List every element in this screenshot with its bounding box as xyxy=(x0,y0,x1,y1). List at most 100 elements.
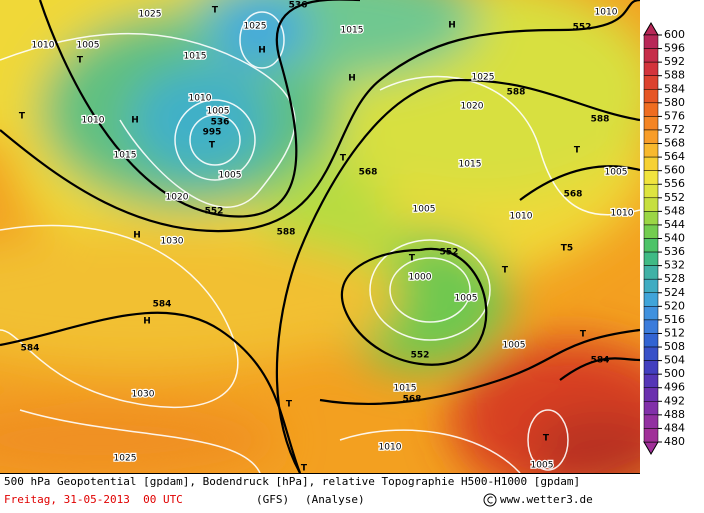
colorbar-segment xyxy=(643,306,659,321)
copyright-icon xyxy=(483,493,497,507)
colorbar-segment xyxy=(643,61,659,76)
pressure-center: T xyxy=(502,266,509,276)
colorbar-segment xyxy=(643,211,659,226)
geopotential-label: 552 xyxy=(440,248,459,258)
isobar-label: 1010 xyxy=(611,209,634,219)
pressure-center: H xyxy=(133,231,141,241)
geopotential-label: 552 xyxy=(573,23,592,33)
colorbar-segment xyxy=(643,414,659,429)
colorbar: 6005965925885845805765725685645605565525… xyxy=(643,22,685,455)
colorbar-label: 584 xyxy=(664,82,685,95)
isobar-label: 1020 xyxy=(166,193,189,203)
isobar-label: 1010 xyxy=(189,94,212,104)
pressure-center: T xyxy=(212,6,219,16)
geopotential-label: 568 xyxy=(403,395,422,405)
isobar-label: 1025 xyxy=(472,73,495,83)
geopotential-label: 584 xyxy=(591,356,610,366)
geopotential-label: 536 xyxy=(289,1,308,11)
colorbar-segment xyxy=(643,360,659,375)
colorbar-label: 544 xyxy=(664,218,685,231)
isobar-label: 1005 xyxy=(503,341,526,351)
colorbar-segment xyxy=(643,75,659,90)
colorbar-segment xyxy=(643,428,659,443)
geopotential-label: 584 xyxy=(153,300,172,310)
colorbar-segment xyxy=(643,373,659,388)
isobar-label: 1025 xyxy=(244,22,267,32)
pressure-center: T xyxy=(340,154,347,164)
isobar-label: 1010 xyxy=(510,212,533,222)
footer-date: Freitag, 31-05-2013 00 UTC xyxy=(4,493,183,506)
colorbar-segment xyxy=(643,197,659,212)
pressure-center: H xyxy=(131,116,139,126)
colorbar-label: 516 xyxy=(664,313,685,326)
colorbar-segment xyxy=(643,292,659,307)
isobar-label: 1020 xyxy=(461,102,484,112)
colorbar-label: 556 xyxy=(664,177,685,190)
isobar-label: 1000 xyxy=(409,273,432,283)
geopotential-label: 552 xyxy=(411,351,430,361)
colorbar-label: 528 xyxy=(664,272,685,285)
colorbar-label: 564 xyxy=(664,150,685,163)
colorbar-segment xyxy=(643,238,659,253)
isobar-label: 1015 xyxy=(394,384,417,394)
geopotential-label: 588 xyxy=(277,228,296,238)
colorbar-segment xyxy=(643,224,659,239)
colorbar-top-arrow xyxy=(643,22,659,36)
colorbar-segment xyxy=(643,116,659,131)
isobar-label: 1015 xyxy=(184,52,207,62)
colorbar-label: 496 xyxy=(664,381,685,394)
isobar-label: 1005 xyxy=(77,41,100,51)
colorbar-segment xyxy=(643,251,659,266)
colorbar-segment xyxy=(643,48,659,63)
pressure-center: T xyxy=(209,141,216,151)
pressure-center: T xyxy=(19,112,26,122)
footer-description: 500 hPa Geopotential [gpdam], Bodendruck… xyxy=(4,475,580,488)
colorbar-label: 600 xyxy=(664,28,685,41)
isobar-label: 1010 xyxy=(379,443,402,453)
isobar-label: 1005 xyxy=(207,107,230,117)
isobar-label: 1015 xyxy=(459,160,482,170)
pressure-center: H xyxy=(448,21,456,31)
colorbar-label: 592 xyxy=(664,55,685,68)
colorbar-label: 568 xyxy=(664,137,685,150)
colorbar-segment xyxy=(643,183,659,199)
geopotential-label: 584 xyxy=(21,344,40,354)
geopotential-label: 568 xyxy=(359,168,378,178)
colorbar-label: 580 xyxy=(664,96,685,109)
geopotential-label: 995 xyxy=(203,128,222,138)
colorbar-label: 588 xyxy=(664,69,685,82)
pressure-center: T5 xyxy=(561,244,573,254)
pressure-center: T xyxy=(574,146,581,156)
footer-source: www.wetter3.de xyxy=(500,493,593,506)
colorbar-label: 532 xyxy=(664,259,685,272)
colorbar-label: 492 xyxy=(664,394,685,407)
colorbar-label: 572 xyxy=(664,123,685,136)
geopotential-label: 588 xyxy=(507,88,526,98)
isobar-label: 1010 xyxy=(82,116,105,126)
pressure-center: T xyxy=(580,330,587,340)
colorbar-label: 548 xyxy=(664,204,685,217)
colorbar-label: 596 xyxy=(664,42,685,55)
pressure-center: H xyxy=(143,317,151,327)
pressure-center: T xyxy=(409,254,416,264)
colorbar-label: 508 xyxy=(664,340,685,353)
colorbar-label: 576 xyxy=(664,109,685,122)
pressure-center: T xyxy=(543,434,550,444)
isobar-label: 1030 xyxy=(161,237,184,247)
isobar-label: 1010 xyxy=(32,41,55,51)
colorbar-segment xyxy=(643,170,659,185)
colorbar-bottom-arrow xyxy=(643,441,659,455)
footer-run: (Analyse) xyxy=(305,493,365,506)
colorbar-segment xyxy=(643,401,659,416)
colorbar-segment xyxy=(643,346,659,361)
footer-model: (GFS) xyxy=(256,493,289,506)
geopotential-label: 568 xyxy=(564,190,583,200)
isobar-label: 1010 xyxy=(595,8,618,18)
colorbar-segment xyxy=(643,265,659,280)
colorbar-label: 500 xyxy=(664,367,685,380)
isobar-label: 1005 xyxy=(531,461,554,471)
colorbar-label: 480 xyxy=(664,435,685,448)
colorbar-segment xyxy=(643,156,659,171)
